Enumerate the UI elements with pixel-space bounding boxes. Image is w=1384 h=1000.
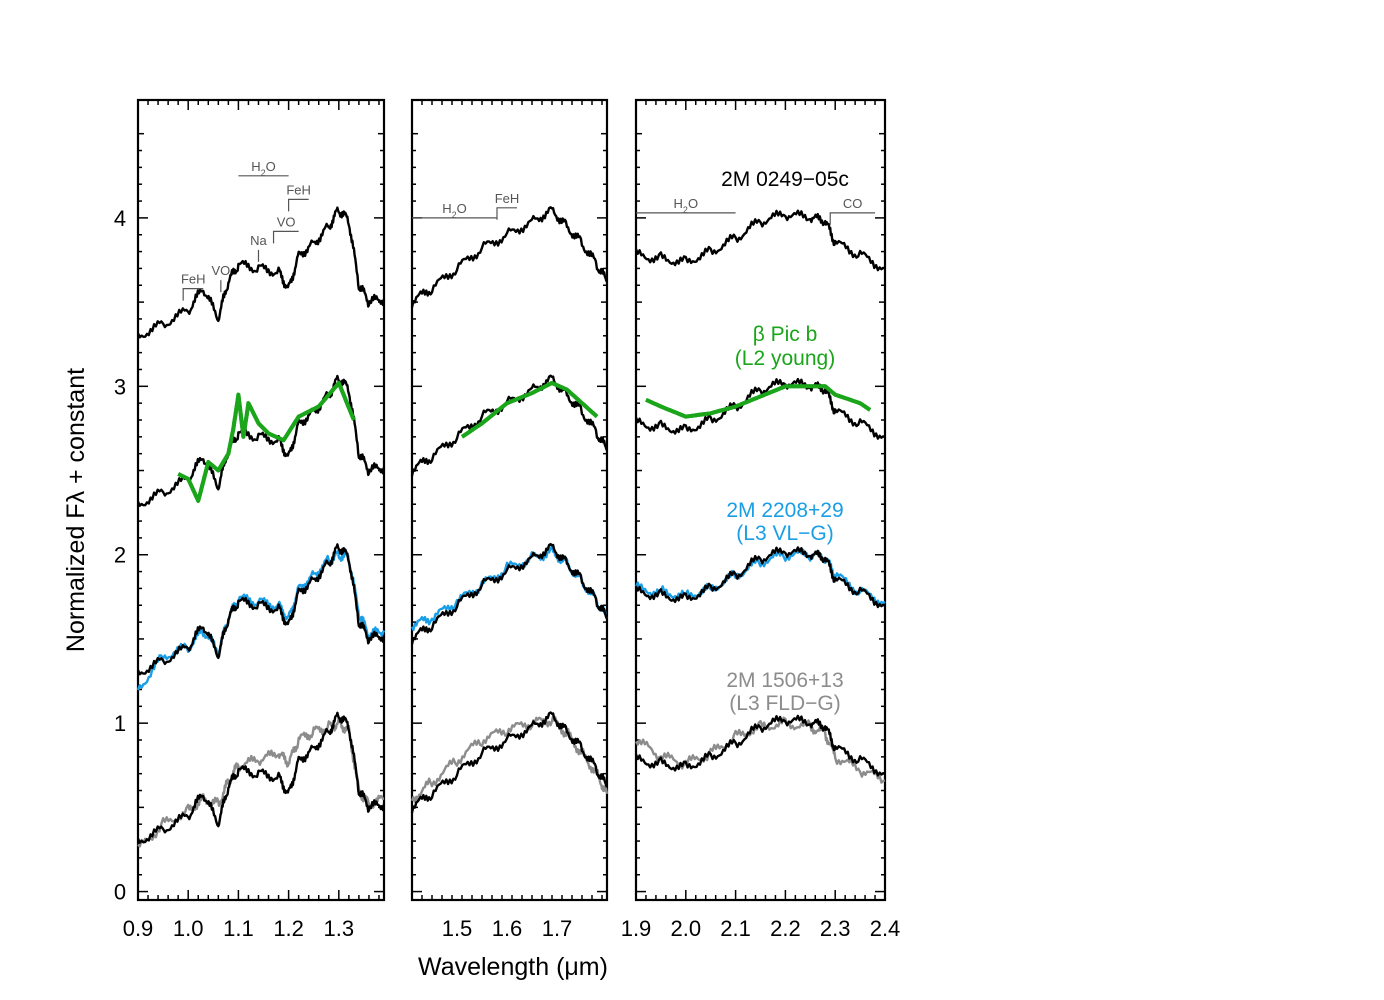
y-tick-label: 2 [114,543,126,568]
x-tick-label: 1.7 [542,916,573,941]
target-series-3 [634,714,886,777]
comparison-series-2 [410,715,609,803]
comparison-overlay-0 [645,384,872,419]
x-tick-label: 1.9 [621,916,652,941]
comparison-overlay-0 [177,380,356,503]
x-tick-label: 2.1 [720,916,751,941]
target-series-2 [634,546,886,609]
feature-subscript: 2 [683,205,688,215]
feature-bracket [496,207,517,220]
comparison-overlay-0 [460,380,599,439]
feature-label: CO [843,196,863,211]
feature-suffix: O [688,196,698,211]
x-tick-label: 2.3 [820,916,851,941]
feature-bracket [182,288,204,301]
x-tick-label: 2.0 [671,916,702,941]
feature-suffix: O [457,201,467,216]
x-tick-label: 2.2 [770,916,801,941]
feature-subscript: 2 [261,168,266,178]
target-series-1 [136,374,386,507]
feature-label: Na [250,233,267,248]
y-tick-label: 1 [114,711,126,736]
y-tick-label: 4 [114,206,126,231]
x-tick-label: 2.4 [870,916,901,941]
target-series-1 [634,377,886,440]
x-tick-label: 1.3 [324,916,355,941]
y-tick-label: 3 [114,374,126,399]
target-series-2 [136,543,386,676]
x-axis-label: Wavelength (μm) [418,953,608,981]
target-series-0 [136,206,386,339]
comparison-sublabel-2: (L3 FLD−G) [729,692,840,715]
comparison-label-0: β Pic b [753,323,818,346]
feature-bracket [288,198,309,212]
comparison-label-1: 2M 2208+29 [726,499,843,522]
series-group [136,206,886,848]
labels-group: 0.9 1.0 1.1 1.2 1.3 1.5 1.6 1.7 1.9 2.0 2.1 2.2 2.3 2… [114,168,900,941]
feature-label: FeH [495,191,520,206]
target-series-0 [634,209,886,272]
comparison-series-1 [410,544,609,632]
feature-label: FeH [286,182,311,197]
comparison-label-2: 2M 1506+13 [726,669,843,692]
feature-label: VO [211,263,230,278]
feature-suffix: O [266,159,276,174]
panel-frame-1 [410,98,609,902]
feature-label: H2O [251,159,276,178]
target-series-3 [136,711,386,844]
features-group: FeH VO Na VO FeH H2O H2O FeH H2O CO [181,159,876,301]
target-series-3 [410,711,609,814]
feature-label: H2O [674,196,699,215]
target-label: 2M 0249−05c [721,168,849,191]
x-tick-label: 1.6 [492,916,523,941]
target-series-1 [410,374,609,477]
x-tick-label: 1.0 [173,916,204,941]
feature-label: VO [277,214,296,229]
target-series-2 [410,542,609,645]
x-tick-label: 1.2 [273,916,304,941]
feature-subscript: 2 [452,210,457,220]
feature-bracket [829,212,876,225]
y-tick-label: 0 [114,880,126,905]
comparison-series-2 [137,716,385,848]
x-tick-label: 1.1 [223,916,254,941]
x-tick-label: 0.9 [123,916,154,941]
feature-label: FeH [181,272,206,287]
y-axis-label: Normalized Fλ + constant [62,368,90,652]
comparison-series-1 [136,550,386,691]
panels-group [136,98,887,902]
x-tick-label: 1.5 [442,916,473,941]
comparison-sublabel-0: (L2 young) [735,347,835,370]
comparison-series-1 [634,547,886,607]
feature-label: H2O [442,201,467,220]
target-series-0 [410,206,609,308]
panel-frame-0 [136,98,386,902]
feature-bracket [272,230,299,244]
panel-frame-2 [634,98,887,902]
comparison-sublabel-1: (L3 VL−G) [736,522,833,545]
